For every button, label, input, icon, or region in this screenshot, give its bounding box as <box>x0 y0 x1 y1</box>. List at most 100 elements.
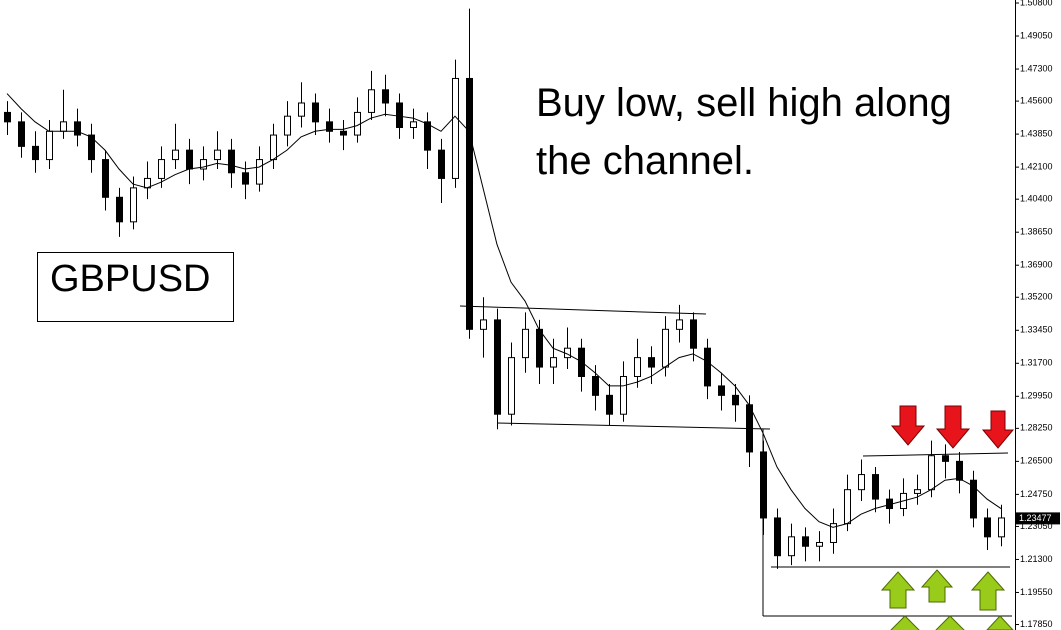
up-arrow <box>880 571 916 609</box>
y-tick-label: 1.24750 <box>1020 489 1053 499</box>
candle-body <box>214 149 221 161</box>
candle-body <box>18 121 25 147</box>
y-tick-label: 1.38650 <box>1020 227 1053 237</box>
candle-body <box>788 536 795 557</box>
candle-body <box>326 121 333 132</box>
candle-body <box>284 115 291 136</box>
candle-body <box>228 149 235 174</box>
annotation: Buy low, sell high along <box>536 81 952 125</box>
plot <box>4 8 1005 569</box>
candle-body <box>200 159 207 170</box>
candle-body <box>494 319 501 415</box>
candle-body <box>774 517 781 557</box>
candle-body <box>508 357 515 415</box>
candle-body <box>130 187 137 223</box>
down-arrow <box>935 405 971 449</box>
candle-body <box>802 536 809 547</box>
candle-body <box>830 523 837 543</box>
y-tick-label: 1.31700 <box>1020 358 1053 368</box>
y-tick-label: 1.17850 <box>1020 619 1053 629</box>
candle-body <box>676 319 683 330</box>
candle-body <box>928 455 935 491</box>
candle-body <box>88 134 95 161</box>
candle-body <box>760 451 767 519</box>
candle-body <box>718 385 725 396</box>
candle-body <box>984 517 991 538</box>
y-tick-label: 1.47300 <box>1020 63 1053 73</box>
candle-body <box>522 328 529 359</box>
y-tick-label: 1.35200 <box>1020 292 1053 302</box>
last-price-label: 1.23477 <box>1019 513 1052 523</box>
trendline <box>496 422 771 430</box>
candle-body <box>746 404 753 453</box>
candle-body <box>424 121 431 151</box>
candle-body <box>704 347 711 387</box>
down-arrow <box>981 410 1015 449</box>
candle-body <box>4 111 11 123</box>
candle-body <box>438 149 445 179</box>
y-tick-label: 1.29950 <box>1020 391 1053 401</box>
candle-body <box>410 121 417 129</box>
candle-body <box>382 89 389 104</box>
y-tick-label: 1.23050 <box>1020 521 1053 531</box>
symbol-box <box>37 252 234 322</box>
candle-body <box>452 77 459 179</box>
candle-body <box>620 375 627 415</box>
candle-body <box>970 479 977 519</box>
sell-arrows <box>890 405 1015 449</box>
candle-body <box>312 102 319 123</box>
candle-body <box>634 357 641 377</box>
up-arrow <box>986 615 1014 630</box>
last-price-box <box>1016 512 1060 525</box>
symbol-label: GBPUSD <box>50 258 210 300</box>
up-arrow <box>920 569 954 603</box>
candle-body <box>536 328 543 368</box>
y-tick-label: 1.43850 <box>1020 128 1053 138</box>
candle-body <box>74 121 81 136</box>
y-tick-label: 1.42100 <box>1020 161 1053 171</box>
candle-body <box>872 474 879 500</box>
candle-body <box>914 489 921 494</box>
candle-body <box>242 172 249 185</box>
candle-body <box>172 149 179 161</box>
candle-body <box>256 159 263 185</box>
candle-body <box>368 89 375 113</box>
down-arrow <box>890 405 926 446</box>
y-tick-label: 1.26500 <box>1020 456 1053 466</box>
candle-body <box>592 375 599 396</box>
candle-body <box>480 319 487 330</box>
y-tick-label: 1.33450 <box>1020 325 1053 335</box>
candle-body <box>186 149 193 170</box>
up-arrow <box>935 615 965 630</box>
candle-body <box>116 196 123 223</box>
candle-body <box>942 455 949 462</box>
candle-body <box>466 77 473 330</box>
y-tick-label: 1.40400 <box>1020 194 1053 204</box>
candle-body <box>32 145 39 161</box>
candle-body <box>732 394 739 406</box>
y-tick-label: 1.19550 <box>1020 587 1053 597</box>
candle-body <box>858 474 865 491</box>
moving-average <box>6 93 1002 528</box>
buy-arrows <box>880 569 1014 630</box>
candle-body <box>606 394 613 415</box>
up-arrow <box>970 571 1006 611</box>
candle-body <box>270 134 277 161</box>
trendline <box>862 452 1009 457</box>
annotation: the channel. <box>536 139 754 183</box>
candle-body <box>298 102 305 117</box>
y-tick-label: 1.21300 <box>1020 554 1053 564</box>
candle-body <box>690 319 697 349</box>
candle-body <box>844 489 851 525</box>
candle-body <box>396 102 403 129</box>
candle-body <box>46 130 53 161</box>
y-tick-label: 1.49050 <box>1020 30 1053 40</box>
y-tick-label: 1.36900 <box>1020 260 1053 270</box>
candle-body <box>956 460 963 481</box>
candle-body <box>550 357 557 368</box>
y-tick-label: 1.28250 <box>1020 423 1053 433</box>
candle-body <box>102 159 109 198</box>
up-arrow <box>890 615 920 630</box>
candle-body <box>816 541 823 547</box>
